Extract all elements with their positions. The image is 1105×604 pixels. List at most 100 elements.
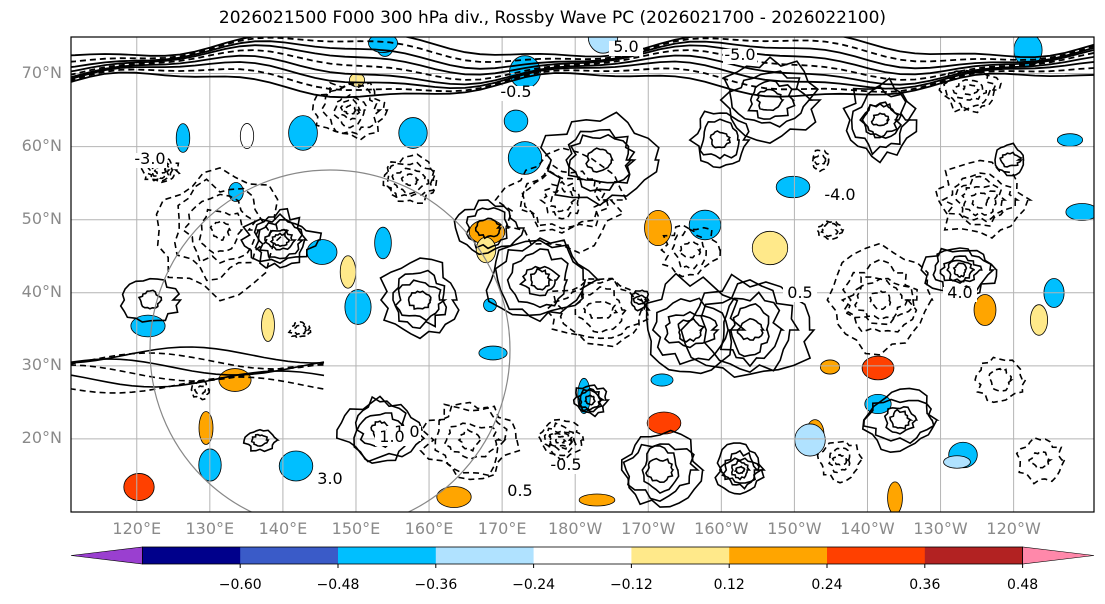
contour-line	[400, 173, 419, 187]
colorbar-extend-low	[70, 546, 143, 565]
contour-line	[548, 429, 573, 452]
contour-line	[139, 155, 181, 184]
contour-line	[870, 112, 891, 127]
contour-line	[688, 110, 751, 169]
contour-line	[663, 310, 720, 349]
contour-line	[719, 291, 786, 368]
colorbar-box	[240, 547, 339, 564]
contour-line	[392, 269, 448, 330]
contour-label: 4.0	[947, 283, 972, 302]
divergence-patch	[578, 493, 616, 507]
contour-line	[71, 364, 325, 382]
contour-line	[733, 465, 746, 475]
contour-line	[620, 429, 705, 508]
contour-label-bg	[313, 473, 347, 488]
contour-line	[198, 208, 244, 254]
contour-line	[811, 149, 830, 173]
contour-line	[190, 379, 211, 401]
contour-label-bg	[943, 287, 977, 302]
divergence-patch	[398, 117, 428, 149]
contour-line	[71, 54, 1094, 86]
contour-line	[71, 71, 1094, 99]
contour-line	[443, 422, 503, 461]
contour-line	[582, 300, 619, 319]
lon-label: 130°W	[913, 519, 968, 538]
contour-line	[209, 220, 232, 241]
contour-line	[71, 376, 325, 394]
colorbar-box	[924, 547, 1024, 564]
contour-line	[677, 317, 706, 343]
divergence-patch	[503, 109, 529, 133]
lon-label: 140°W	[840, 519, 895, 538]
contour-line	[543, 422, 577, 457]
contour-line	[651, 297, 729, 366]
contour-line	[320, 82, 383, 135]
contour-label-bg	[375, 431, 409, 446]
contour-line	[182, 193, 260, 264]
contour-line	[962, 84, 980, 96]
lon-label: 140°E	[258, 519, 308, 538]
divergence-patch	[261, 308, 275, 342]
lat-label: 30°N	[21, 354, 62, 374]
divergence-patch	[1030, 304, 1048, 336]
contour-line	[339, 98, 362, 121]
lon-label: 160°E	[404, 519, 454, 538]
contour-line	[155, 167, 291, 302]
divergence-patch	[943, 455, 971, 469]
contour-line	[518, 265, 561, 297]
contour-label-bg	[783, 287, 817, 302]
contour-line	[379, 257, 460, 340]
contour-line	[816, 440, 865, 484]
contour-line	[660, 224, 722, 278]
contour-line	[730, 460, 752, 481]
contour-line	[576, 387, 607, 413]
contour-line	[841, 258, 918, 333]
contour-line	[71, 370, 325, 388]
contour-label: -4.0	[824, 185, 855, 204]
contour-line	[584, 394, 596, 406]
contour-label: -0.5	[500, 82, 531, 101]
contour-line	[946, 259, 975, 283]
contour-line	[859, 101, 903, 139]
contour-line	[645, 272, 747, 375]
chart-title: 2026021500 F000 300 hPa div., Rossby Wav…	[218, 8, 887, 28]
colorbar-box	[337, 547, 437, 564]
colorbar-tick-label: 0.36	[909, 577, 941, 593]
contour-line	[240, 212, 323, 265]
lon-label: 170°W	[621, 519, 676, 538]
contour-label-bg	[609, 41, 643, 56]
contour-label-bg	[503, 485, 537, 500]
lon-label: 150°W	[767, 519, 822, 538]
contour-line	[506, 248, 569, 309]
contour-line	[494, 237, 587, 323]
contour-line	[71, 40, 1094, 70]
contour-line	[193, 385, 207, 395]
contour-label-bg	[723, 49, 757, 64]
contour-line	[719, 56, 822, 144]
lon-label: 120°E	[112, 519, 162, 538]
divergence-patch	[239, 123, 255, 149]
divergence-patch	[507, 141, 543, 175]
contour-line	[549, 187, 577, 213]
contour-line	[939, 255, 983, 285]
divergence-patch	[436, 486, 472, 508]
contour-line	[474, 217, 502, 240]
contour-line	[242, 428, 280, 453]
contour-line	[71, 37, 1094, 59]
contour-line	[391, 167, 430, 195]
lat-label: 20°N	[21, 427, 62, 447]
contour-label: 0.5	[507, 481, 532, 500]
contour-label-bg	[499, 86, 533, 101]
contour-line	[153, 165, 167, 175]
lon-label: 160°W	[694, 519, 749, 538]
contour-line	[386, 153, 438, 204]
divergence-patch	[1065, 203, 1094, 221]
contour-label: 3.0	[317, 469, 342, 488]
contour-line	[71, 37, 1094, 63]
colorbar-tick-label: −0.12	[609, 577, 653, 593]
colorbar-box	[533, 547, 632, 564]
divergence-patch	[861, 355, 895, 381]
divergence-patch	[973, 294, 997, 326]
contour-line	[269, 232, 292, 248]
contour-line	[71, 44, 1094, 76]
